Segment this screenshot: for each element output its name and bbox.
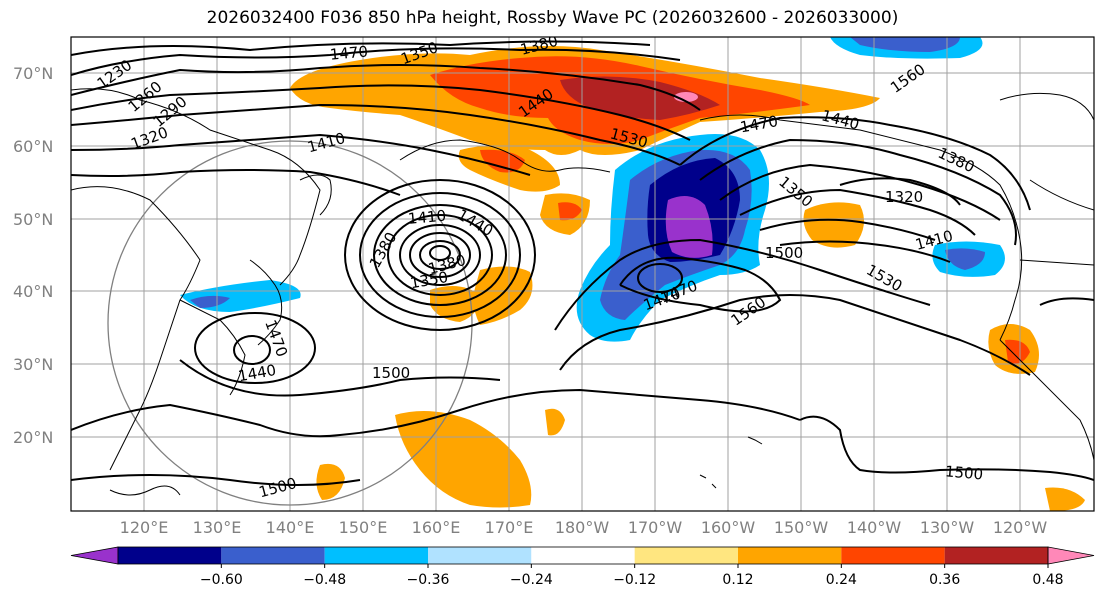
- contour-label: 1500: [944, 462, 984, 483]
- longitude-labels: 120°E 130°E 140°E 150°E 160°E 170°E 180°…: [120, 518, 1048, 537]
- lat-label: 20°N: [13, 428, 53, 447]
- reference-circle: [107, 140, 473, 506]
- lon-label: 150°E: [339, 518, 388, 537]
- colorbar-tick-label: −0.36: [407, 572, 450, 588]
- colorbar-segment: [634, 547, 738, 564]
- contour-label: 1500: [765, 244, 803, 262]
- colorbar: −0.60 −0.48 −0.36 −0.24 −0.12 0.12 0.24 0.36 0.4…: [70, 546, 1095, 588]
- colorbar-tick-label: −0.48: [303, 572, 346, 588]
- colorbar-arrow-right: [1047, 546, 1095, 565]
- colorbar-segment: [944, 547, 1048, 564]
- contour-label: 1410: [407, 207, 447, 228]
- lat-label: 50°N: [13, 210, 53, 229]
- colorbar-tick-label: −0.12: [613, 572, 656, 588]
- latitude-labels: 70°N 60°N 50°N 40°N 30°N 20°N: [13, 64, 53, 447]
- colorbar-arrow-left: [70, 546, 119, 565]
- lon-label: 120°W: [993, 518, 1048, 537]
- lat-label: 30°N: [13, 355, 53, 374]
- contour-label: 1500: [372, 364, 410, 382]
- colorbar-segment: [841, 547, 945, 564]
- lon-label: 120°E: [120, 518, 169, 537]
- colorbar-segment: [738, 547, 842, 564]
- colorbar-outline: [117, 546, 1049, 565]
- lon-label: 160°W: [701, 518, 756, 537]
- lon-label: 130°W: [920, 518, 975, 537]
- colorbar-tick-label: 0.36: [929, 572, 960, 588]
- plot-frame: [70, 36, 1095, 512]
- colorbar-tick-label: 0.12: [722, 572, 753, 588]
- lon-label: 180°W: [555, 518, 610, 537]
- coastlines: [71, 88, 1094, 496]
- colorbar-tick-label: −0.24: [510, 572, 553, 588]
- lon-label: 170°W: [628, 518, 683, 537]
- colorbar-segment: [531, 547, 635, 564]
- lat-label: 70°N: [13, 64, 53, 83]
- lon-label: 130°E: [193, 518, 242, 537]
- lon-label: 140°W: [847, 518, 902, 537]
- lat-label: 40°N: [13, 282, 53, 301]
- map-title: 2026032400 F036 850 hPa height, Rossby W…: [206, 8, 899, 28]
- colorbar-segment: [118, 547, 222, 564]
- lon-label: 150°W: [774, 518, 829, 537]
- colorbar-tick-label: 0.48: [1032, 572, 1063, 588]
- lon-label: 160°E: [412, 518, 461, 537]
- colorbar-tick-label: −0.60: [200, 572, 243, 588]
- colorbar-segment: [428, 547, 532, 564]
- colorbar-segment: [221, 547, 325, 564]
- lon-label: 170°E: [485, 518, 534, 537]
- lon-label: 140°E: [266, 518, 315, 537]
- lat-label: 60°N: [13, 137, 53, 156]
- height-contours: [71, 40, 1094, 486]
- contour-label: 1320: [885, 188, 923, 206]
- colorbar-segment: [324, 547, 428, 564]
- colorbar-tick-label: 0.24: [826, 572, 857, 588]
- contour-label: 1470: [329, 42, 369, 63]
